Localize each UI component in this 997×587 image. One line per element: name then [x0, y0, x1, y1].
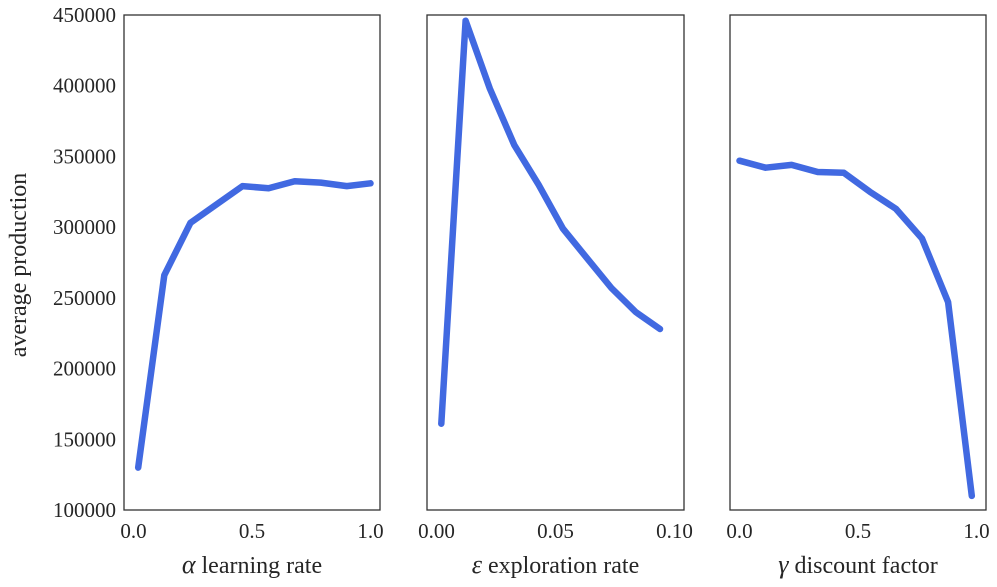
- data-point: [657, 326, 663, 332]
- plot-frame: [729, 14, 987, 511]
- y-tick-label: 100000: [53, 498, 116, 522]
- data-point: [135, 465, 141, 471]
- y-tick-label: 200000: [53, 357, 116, 381]
- data-point: [463, 18, 469, 24]
- data-point: [438, 421, 444, 427]
- x-tick-label: 0.5: [239, 519, 265, 543]
- data-point: [815, 169, 821, 175]
- data-point: [945, 299, 951, 305]
- series-line: [736, 157, 976, 500]
- chart-panel: 0.0 0.5 1.0 α learning rate: [120, 14, 384, 579]
- data-point: [633, 309, 639, 315]
- data-point: [368, 180, 374, 186]
- data-point: [511, 142, 517, 148]
- data-point: [266, 185, 272, 191]
- series-line: [438, 17, 664, 427]
- data-point: [969, 493, 975, 499]
- data-point: [867, 189, 873, 195]
- data-point: [789, 162, 795, 168]
- panels: 0.0 0.5 1.0 α learning rate 0.00 0.05 0.10 ε expl…: [120, 14, 990, 579]
- data-point: [487, 86, 493, 92]
- x-axis-label: α learning rate: [182, 550, 322, 579]
- data-point: [161, 272, 167, 278]
- data-point: [536, 182, 542, 188]
- data-point: [841, 170, 847, 176]
- data-point: [584, 255, 590, 261]
- data-point: [919, 235, 925, 241]
- chart-panel: 0.0 0.5 1.0 γ discount factor: [726, 14, 990, 579]
- x-tick-label: 0.0: [726, 519, 752, 543]
- chart-panel: 0.00 0.05 0.10 ε exploration rate: [418, 14, 693, 579]
- y-tick-label: 300000: [53, 215, 116, 239]
- x-tick-label: 1.0: [963, 519, 989, 543]
- data-point: [292, 178, 298, 184]
- data-point: [893, 206, 899, 212]
- x-axis-label: ε exploration rate: [472, 550, 640, 579]
- x-axis-text: exploration rate: [488, 553, 639, 579]
- data-point: [240, 183, 246, 189]
- x-axis-symbol: γ: [778, 550, 789, 579]
- data-point: [213, 202, 219, 208]
- data-point: [318, 180, 324, 186]
- plot-frame: [426, 14, 685, 511]
- x-tick-label: 0.0: [120, 519, 146, 543]
- y-axis-label: average production: [6, 173, 32, 358]
- x-tick-label: 0.05: [537, 519, 574, 543]
- y-tick-label: 250000: [53, 286, 116, 310]
- x-axis-symbol: α: [182, 550, 197, 579]
- x-axis-label: γ discount factor: [778, 550, 938, 579]
- y-tick-label: 150000: [53, 427, 116, 451]
- x-tick-label: 0.10: [656, 519, 693, 543]
- data-point: [344, 183, 350, 189]
- data-point: [608, 285, 614, 291]
- x-tick-label: 1.0: [357, 519, 383, 543]
- data-point: [736, 158, 742, 164]
- data-point: [560, 226, 566, 232]
- x-axis-text: learning rate: [202, 553, 323, 579]
- x-tick-label: 0.5: [845, 519, 871, 543]
- plot-frame: [123, 14, 381, 511]
- y-tick-label: 350000: [53, 144, 116, 168]
- data-point: [187, 220, 193, 226]
- series-line: [134, 177, 374, 471]
- x-axis-symbol: ε: [472, 550, 483, 579]
- x-tick-label: 0.00: [418, 519, 455, 543]
- data-point: [763, 165, 769, 171]
- y-tick-label: 400000: [53, 74, 116, 98]
- y-tick-label: 450000: [53, 3, 116, 27]
- x-axis-text: discount factor: [794, 553, 937, 579]
- y-tick-labels: 100000 150000 200000 250000 300000 350000 4000…: [53, 3, 116, 522]
